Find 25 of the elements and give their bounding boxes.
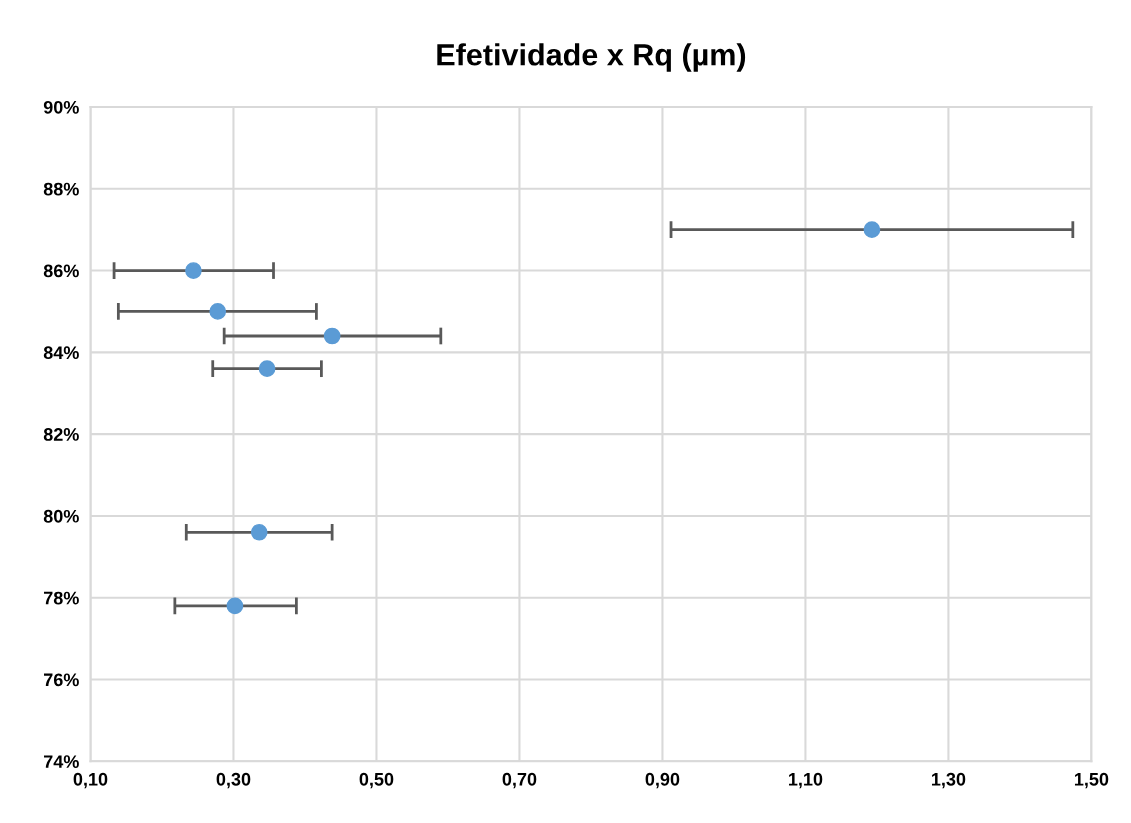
y-tick-label: 80% — [43, 509, 79, 523]
y-tick-label: 76% — [44, 673, 79, 687]
x-tick-label: 0,30 — [216, 772, 251, 789]
chart-title: Efetividade x Rq (µm) — [437, 43, 746, 72]
point — [226, 597, 244, 615]
point — [323, 327, 341, 345]
x-tick-label: 0,70 — [502, 772, 537, 789]
x-tick-label: 0,50 — [359, 772, 394, 789]
x-tick-label: 1,30 — [931, 772, 966, 789]
point — [185, 262, 202, 279]
point — [258, 360, 276, 378]
point — [863, 221, 881, 239]
x-tick-label: 0,10 — [73, 772, 108, 789]
x-tick-label: 1,10 — [789, 772, 823, 789]
y-tick-label: 84% — [43, 346, 79, 360]
y-tick-label: 90% — [43, 100, 79, 114]
x-tick-label: 0,90 — [645, 772, 680, 789]
y-tick-label: 82% — [43, 428, 79, 441]
point — [209, 303, 227, 320]
y-tick-label: 78% — [44, 591, 79, 605]
x-tick-label: 1,50 — [1074, 772, 1109, 789]
y-tick-label: 88% — [43, 182, 79, 196]
y-tick-label: 86% — [43, 264, 79, 278]
y-tick-label: 74% — [44, 755, 79, 768]
point — [250, 523, 268, 541]
